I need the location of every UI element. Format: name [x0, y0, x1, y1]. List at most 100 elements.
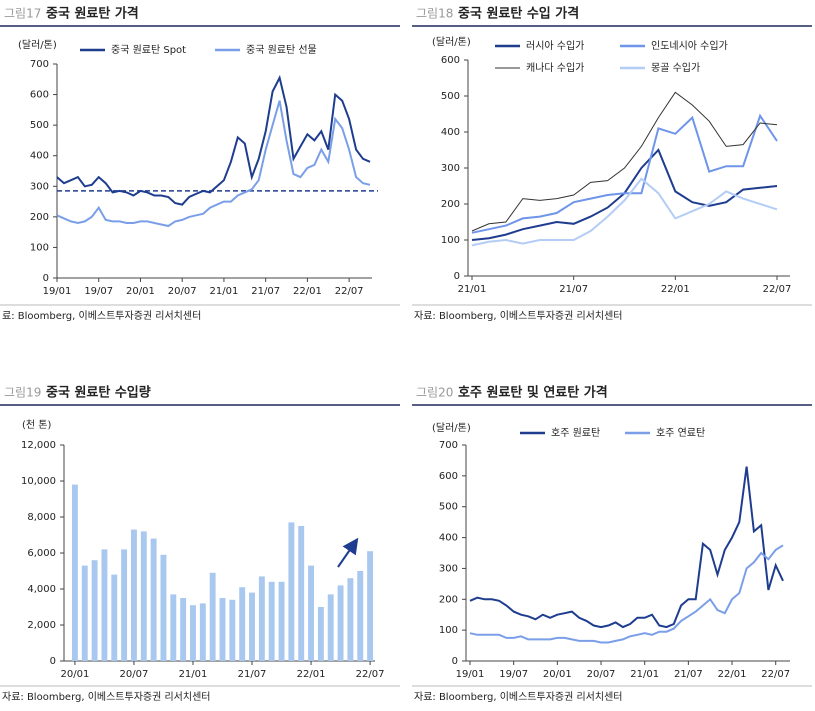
bar: [180, 598, 187, 661]
y-tick-label: 200: [30, 212, 49, 223]
series-line: [471, 148, 778, 241]
y-axis-label: (달러/톤): [18, 39, 57, 51]
y-tick-label: 300: [30, 181, 49, 192]
legend-label: 몽골 수입가: [651, 61, 700, 74]
trend-arrow: [337, 537, 359, 568]
series-line: [56, 100, 371, 228]
legend-label: 중국 원료탄 선물: [246, 44, 317, 56]
series-line: [469, 466, 784, 629]
x-tick-label: 21/01: [458, 284, 487, 295]
y-tick-label: 6,000: [27, 548, 56, 559]
x-tick-label: 20/01: [61, 669, 90, 680]
y-tick-label: 100: [30, 242, 49, 253]
bar: [101, 549, 108, 661]
x-tick-label: 22/01: [661, 284, 690, 295]
source: 자료: Bloomberg, 이베스트투자증권 리서치센터: [2, 691, 210, 703]
legend-label: 러시아 수입가: [526, 39, 584, 52]
bar: [209, 572, 216, 661]
series-line: [56, 74, 371, 206]
y-tick-label: 4,000: [27, 584, 56, 595]
chart-title: 중국 원료탄 수입 가격: [458, 6, 579, 22]
legend-label: 호주 원료탄: [551, 427, 600, 439]
x-tick-label: 21/01: [179, 669, 208, 680]
source: 자료: Bloomberg, 이베스트투자증권 리서치센터: [414, 310, 622, 322]
bar: [91, 560, 98, 661]
series-line: [471, 177, 778, 247]
x-tick-label: 21/07: [559, 284, 588, 295]
x-tick-label: 21/07: [251, 286, 280, 297]
bar: [229, 599, 236, 661]
source: 료: Bloomberg, 이베스트투자증권 리서치센터: [2, 310, 201, 322]
y-tick-label: 0: [454, 271, 460, 282]
x-tick-label: 22/07: [356, 669, 385, 680]
x-tick-label: 21/01: [210, 286, 239, 297]
bar: [337, 585, 344, 661]
bar: [190, 605, 196, 661]
y-tick-label: 500: [30, 120, 49, 131]
y-tick-label: 600: [30, 90, 49, 101]
y-tick-label: 200: [441, 199, 460, 210]
x-tick-label: 20/01: [126, 286, 155, 297]
x-tick-label: 20/07: [120, 669, 149, 680]
bar: [327, 594, 334, 661]
figure-label: 그림20: [416, 386, 453, 400]
bar: [239, 587, 246, 661]
y-tick-label: 500: [439, 502, 458, 513]
y-tick-label: 12,000: [21, 440, 56, 451]
x-tick-label: 21/07: [674, 669, 703, 680]
y-tick-label: 700: [439, 440, 458, 451]
x-tick-label: 19/07: [499, 669, 528, 680]
x-tick-label: 22/01: [718, 669, 747, 680]
bar: [278, 581, 285, 661]
chart-title: 중국 원료탄 수입량: [46, 385, 151, 401]
y-axis-label: (달러/톤): [432, 36, 471, 48]
x-tick-label: 20/01: [543, 669, 572, 680]
x-tick-label: 19/07: [84, 286, 113, 297]
figure-label: 그림18: [416, 7, 453, 21]
bar: [199, 603, 206, 661]
legend-label: 캐나다 수입가: [526, 61, 584, 74]
series-line: [471, 91, 778, 232]
bar: [347, 578, 354, 661]
y-tick-label: 500: [441, 91, 460, 102]
legend-label: 중국 원료탄 Spot: [111, 44, 186, 56]
chart-title: 중국 원료탄 가격: [46, 6, 139, 22]
y-tick-label: 600: [439, 471, 458, 482]
y-tick-label: 400: [439, 533, 458, 544]
x-tick-label: 19/01: [43, 286, 72, 297]
bar: [160, 554, 167, 661]
y-tick-label: 400: [30, 151, 49, 162]
series-line: [469, 544, 784, 644]
bar: [111, 574, 118, 661]
bar: [317, 607, 324, 661]
y-tick-label: 600: [441, 55, 460, 66]
bar: [308, 565, 314, 661]
x-tick-label: 21/01: [630, 669, 659, 680]
bar: [150, 538, 157, 661]
series-line: [471, 113, 778, 234]
y-tick-label: 200: [439, 594, 458, 605]
y-tick-label: 100: [441, 235, 460, 246]
bar: [131, 529, 137, 661]
bar: [81, 565, 88, 661]
y-tick-label: 700: [30, 59, 49, 70]
figure-label: 그림19: [4, 386, 41, 400]
y-axis-label: (천 톤): [22, 419, 51, 431]
y-tick-label: 8,000: [27, 512, 56, 523]
bar: [121, 549, 128, 661]
bar: [288, 522, 295, 661]
y-tick-label: 0: [50, 656, 56, 667]
x-tick-label: 22/07: [763, 284, 792, 295]
y-axis-label: (달러/톤): [432, 422, 471, 434]
y-tick-label: 10,000: [21, 476, 56, 487]
bar: [219, 598, 226, 661]
y-tick-label: 300: [439, 563, 458, 574]
y-tick-label: 100: [439, 625, 458, 636]
figure-label: 그림17: [4, 7, 41, 21]
y-tick-label: 0: [452, 656, 458, 667]
bar: [140, 531, 147, 661]
x-tick-label: 19/01: [456, 669, 485, 680]
x-tick-label: 20/07: [168, 286, 197, 297]
bar: [298, 526, 305, 661]
